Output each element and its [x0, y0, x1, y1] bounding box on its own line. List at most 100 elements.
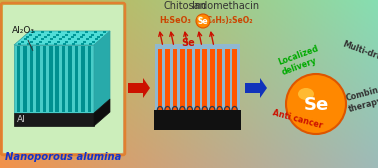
Bar	[40, 31, 43, 33]
Bar	[95, 38, 98, 40]
Text: H₂SeO₃: H₂SeO₃	[159, 16, 191, 25]
Bar	[195, 49, 200, 110]
Bar	[30, 46, 33, 112]
Ellipse shape	[298, 88, 314, 100]
Bar	[185, 48, 187, 110]
Bar	[41, 38, 44, 40]
Bar	[30, 40, 33, 43]
Text: (C₆H₅)₂SeO₂: (C₆H₅)₂SeO₂	[203, 16, 253, 25]
Polygon shape	[14, 31, 110, 45]
Bar	[39, 40, 42, 43]
Bar	[155, 44, 240, 49]
Bar	[56, 33, 59, 35]
Bar	[65, 40, 68, 43]
Bar	[172, 49, 177, 110]
Bar	[36, 43, 39, 45]
Bar	[67, 31, 70, 33]
Bar	[207, 48, 210, 110]
Bar	[88, 46, 91, 112]
Bar	[54, 43, 57, 45]
Bar	[91, 33, 94, 35]
Bar	[48, 40, 51, 43]
Bar	[222, 48, 225, 110]
Text: Al₂O₃: Al₂O₃	[12, 26, 35, 50]
Bar	[21, 40, 24, 43]
Text: Indomethacin: Indomethacin	[192, 1, 260, 11]
Bar	[80, 36, 83, 38]
Bar	[200, 48, 202, 110]
Bar	[180, 49, 185, 110]
Bar	[76, 31, 79, 33]
Bar	[62, 36, 65, 38]
Polygon shape	[94, 31, 110, 113]
Bar	[232, 49, 237, 110]
Bar	[45, 43, 48, 45]
Bar	[36, 46, 40, 112]
Bar	[235, 48, 237, 110]
Bar	[32, 31, 35, 33]
Text: Se: Se	[198, 17, 208, 26]
Bar	[49, 46, 53, 112]
Bar	[85, 31, 88, 33]
Bar	[75, 46, 78, 112]
Bar	[14, 113, 94, 126]
Bar	[56, 46, 59, 112]
Bar	[81, 43, 84, 45]
Text: Se: Se	[181, 38, 195, 48]
Bar	[73, 33, 76, 35]
Text: Chitosan: Chitosan	[164, 1, 206, 11]
Bar	[83, 40, 86, 43]
Bar	[177, 48, 180, 110]
Bar	[43, 46, 46, 112]
Text: Multi-drug: Multi-drug	[341, 39, 378, 64]
Bar	[59, 38, 62, 40]
Bar	[26, 36, 29, 38]
Bar	[229, 48, 232, 110]
Bar	[163, 48, 165, 110]
Bar	[27, 43, 30, 45]
Bar	[170, 48, 172, 110]
Bar	[47, 33, 50, 35]
Bar	[89, 43, 92, 45]
Bar	[202, 49, 207, 110]
Bar	[62, 46, 65, 112]
Bar	[154, 110, 241, 130]
Bar	[165, 49, 170, 110]
Bar	[225, 49, 229, 110]
Bar	[155, 48, 157, 110]
Text: Nanoporous alumina: Nanoporous alumina	[5, 152, 121, 162]
Bar	[33, 38, 36, 40]
Bar	[35, 36, 38, 38]
Bar	[71, 36, 74, 38]
Bar	[71, 43, 74, 45]
Bar	[68, 38, 71, 40]
Bar	[155, 48, 158, 110]
Bar	[56, 40, 59, 43]
Bar	[65, 33, 68, 35]
Bar	[44, 36, 47, 38]
Bar	[68, 46, 72, 112]
Bar	[192, 48, 195, 110]
Bar	[29, 33, 32, 35]
Bar	[74, 40, 77, 43]
Bar	[94, 31, 97, 33]
Bar	[187, 49, 192, 110]
Bar	[58, 31, 61, 33]
Polygon shape	[245, 78, 267, 98]
Polygon shape	[128, 78, 150, 98]
Bar	[63, 43, 66, 45]
Text: Combination
therapy: Combination therapy	[345, 80, 378, 114]
Text: Al: Al	[17, 115, 26, 124]
Bar	[50, 31, 53, 33]
Bar	[237, 48, 240, 110]
Bar	[53, 36, 56, 38]
Bar	[100, 33, 103, 35]
Bar	[158, 49, 163, 110]
Bar	[14, 45, 94, 113]
Bar	[23, 38, 26, 40]
Bar	[210, 49, 215, 110]
Bar	[50, 38, 53, 40]
Text: Se: Se	[304, 96, 328, 114]
Ellipse shape	[286, 74, 346, 134]
Bar	[103, 31, 106, 33]
